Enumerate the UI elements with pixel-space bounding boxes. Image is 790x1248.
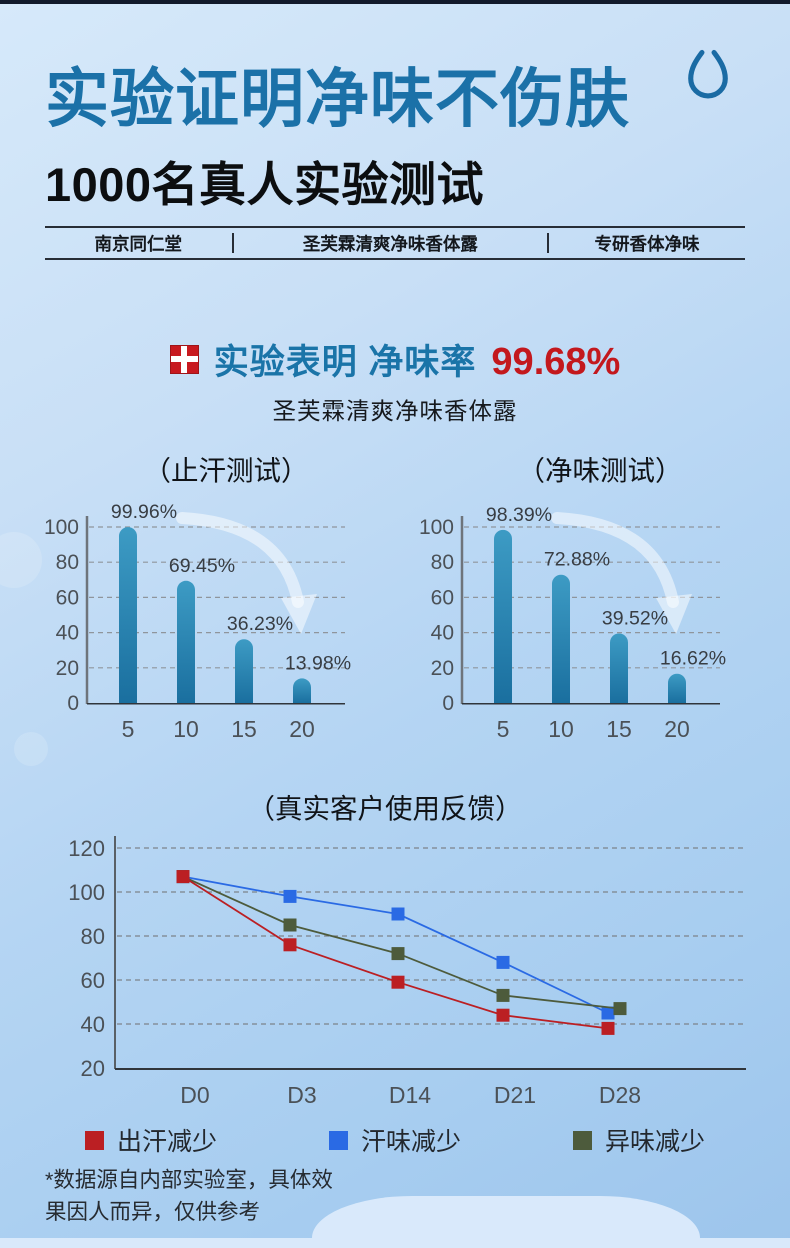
- background-bubble: [14, 732, 48, 766]
- svg-text:36.23%: 36.23%: [227, 613, 293, 635]
- svg-text:D0: D0: [180, 1082, 209, 1108]
- svg-text:40: 40: [81, 1012, 105, 1037]
- brand-bar-item-3: 专研香体净味: [594, 233, 700, 254]
- svg-text:72.88%: 72.88%: [544, 549, 610, 571]
- svg-text:98.39%: 98.39%: [486, 504, 552, 526]
- background-bubble: [0, 532, 42, 588]
- claim-heading: 实验表明 净味率 99.68%: [0, 334, 790, 385]
- legend-item-odor: 异味减少: [573, 1122, 705, 1158]
- svg-text:80: 80: [56, 551, 79, 574]
- page-title: 实验证明净味不伤肤: [45, 63, 630, 135]
- svg-text:100: 100: [419, 516, 454, 539]
- chart-legend: 出汗减少 汗味减少 异味减少: [0, 1122, 790, 1158]
- antiperspirant-chart-title: （止汗测试）: [143, 455, 309, 486]
- svg-text:100: 100: [68, 880, 105, 905]
- legend-swatch-0: [84, 1130, 104, 1150]
- claim-rate-value: 99.68%: [491, 341, 621, 383]
- water-drop-icon: [687, 47, 729, 100]
- svg-text:60: 60: [431, 586, 454, 609]
- legend-label: 异味减少: [605, 1128, 706, 1156]
- customer-feedback-line-chart: 20 40 60 80 100 120 D0 D3 D14 D21 D28: [68, 836, 746, 1108]
- svg-text:69.45%: 69.45%: [169, 555, 235, 577]
- svg-text:80: 80: [81, 924, 105, 949]
- page-subtitle: 1000名真人实验测试: [45, 158, 485, 211]
- disclaimer-line-1: *数据源自内部实验室，具体效: [45, 1168, 333, 1192]
- svg-text:16.62%: 16.62%: [660, 648, 726, 670]
- svg-text:60: 60: [56, 586, 79, 609]
- svg-text:99.96%: 99.96%: [111, 501, 177, 523]
- svg-text:5: 5: [122, 716, 135, 742]
- top-divider-bar: [0, 0, 790, 4]
- svg-text:20: 20: [289, 716, 315, 742]
- legend-swatch-2: [573, 1130, 592, 1150]
- svg-text:20: 20: [431, 657, 454, 680]
- svg-text:D3: D3: [287, 1082, 316, 1108]
- svg-text:10: 10: [173, 716, 199, 742]
- svg-text:120: 120: [68, 836, 105, 861]
- svg-text:0: 0: [442, 692, 454, 715]
- brand-bar-item-2: 圣芙霖清爽净味香体露: [302, 233, 478, 254]
- svg-text:10: 10: [548, 716, 574, 742]
- bottom-wave-strip: [0, 1238, 790, 1248]
- legend-item-sweat: 出汗减少: [84, 1122, 217, 1158]
- svg-text:20: 20: [81, 1056, 105, 1081]
- legend-swatch-1: [328, 1130, 348, 1150]
- svg-text:20: 20: [56, 657, 79, 680]
- red-cross-badge-icon: [169, 345, 199, 374]
- data-disclaimer: *数据源自内部实验室，具体效 果因人而异，仅供参考: [45, 1164, 333, 1228]
- legend-label: 汗味减少: [360, 1128, 461, 1156]
- svg-text:13.98%: 13.98%: [285, 652, 351, 674]
- claim-text: 实验表明 净味率: [213, 343, 477, 382]
- svg-text:39.52%: 39.52%: [602, 607, 668, 629]
- svg-text:40: 40: [56, 622, 79, 645]
- brand-bar-divider: [231, 233, 234, 253]
- svg-text:60: 60: [81, 968, 105, 993]
- brand-bar: 南京同仁堂 圣芙霖清爽净味香体露 专研香体净味: [45, 226, 745, 260]
- product-name: 圣芙霖清爽净味香体露: [272, 398, 518, 424]
- svg-text:20: 20: [664, 716, 690, 742]
- odor-removal-bar-chart: 0 20 40 60 80 100 98.39% 5 72.88% 10 39.52% 15 16.62…: [419, 504, 726, 742]
- svg-text:D28: D28: [599, 1082, 641, 1108]
- svg-text:0: 0: [67, 692, 79, 715]
- legend-label: 出汗减少: [116, 1128, 217, 1156]
- antiperspirant-bar-chart: 0 20 40 60 80 100 99.96% 5 69.45% 10 36.23% 15 13.98…: [44, 501, 351, 742]
- svg-text:D14: D14: [389, 1082, 431, 1108]
- svg-text:40: 40: [431, 622, 454, 645]
- brand-bar-item-1: 南京同仁堂: [94, 233, 183, 254]
- svg-text:100: 100: [44, 516, 79, 539]
- svg-text:15: 15: [231, 716, 257, 742]
- brand-bar-divider: [547, 233, 550, 253]
- svg-text:15: 15: [606, 716, 632, 742]
- feedback-chart-title: （真实客户使用反馈）: [247, 793, 523, 824]
- legend-item-sweat-odor: 汗味减少: [328, 1122, 461, 1158]
- disclaimer-line-2: 果因人而异，仅供参考: [45, 1200, 261, 1224]
- svg-text:80: 80: [431, 551, 454, 574]
- bottom-wave-decoration: [312, 1196, 700, 1238]
- odor-removal-chart-title: （净味测试）: [517, 455, 683, 486]
- svg-text:5: 5: [497, 716, 510, 742]
- svg-text:D21: D21: [494, 1082, 536, 1108]
